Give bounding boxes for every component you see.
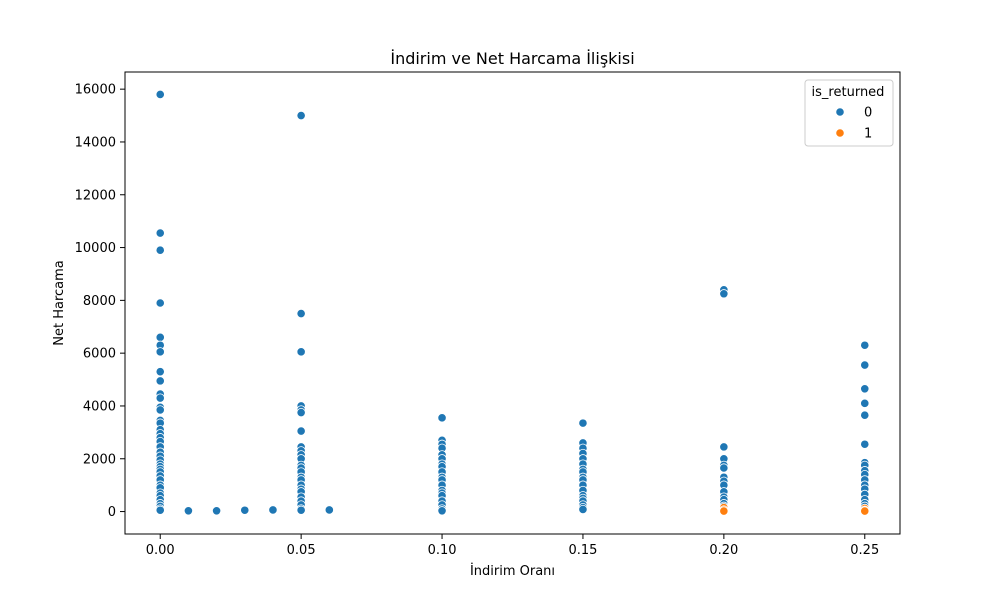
y-tick-label: 0 [108, 505, 116, 520]
data-point-s0-6 [155, 347, 165, 357]
y-tick-label: 12000 [75, 188, 116, 203]
data-point-s0-86 [578, 418, 588, 428]
data-point-s0-4 [155, 332, 165, 342]
x-axis-ticks: 0.00 0.05 0.10 0.15 0.20 0.25 [146, 534, 879, 558]
x-tick-label: 0.10 [428, 543, 457, 558]
data-point-s0-109 [719, 463, 729, 473]
data-point-s0-103 [578, 504, 588, 515]
legend-title: is_returned [812, 85, 885, 100]
data-point-s0-120 [860, 384, 870, 394]
data-point-s1-2 [719, 506, 729, 516]
data-point-s0-66 [324, 505, 334, 515]
y-tick-label: 8000 [83, 294, 116, 309]
data-point-s0-12 [155, 405, 165, 415]
y-tick-label: 16000 [75, 83, 116, 98]
data-point-s0-40 [240, 505, 250, 515]
data-point-s1-5 [860, 506, 870, 516]
data-point-s0-42 [296, 110, 306, 121]
data-point-s0-123 [860, 439, 870, 449]
data-point-s0-119 [860, 360, 870, 370]
data-point-s0-0 [155, 89, 165, 100]
data-point-s0-122 [860, 410, 870, 420]
plot-frame [124, 71, 901, 535]
data-point-s0-10 [155, 393, 165, 403]
data-point-s0-7 [155, 367, 165, 377]
data-point-s0-48 [296, 426, 306, 436]
y-axis-ticks: 0 2000 4000 6000 8000 10000 12000 14000 16000 [75, 83, 125, 520]
data-point-s0-2 [155, 245, 165, 255]
x-axis-label: İndirim Oranı [470, 563, 555, 579]
y-tick-label: 4000 [83, 399, 116, 414]
legend-items: 01 [835, 106, 872, 142]
data-point-s0-37 [155, 505, 165, 515]
data-point-s0-44 [296, 347, 306, 357]
x-tick-label: 0.00 [146, 543, 175, 558]
legend: is_returned 01 [804, 79, 894, 147]
legend-box [804, 79, 894, 147]
data-point-s0-105 [719, 289, 729, 299]
data-point-s0-65 [296, 505, 306, 515]
data-point-s0-41 [268, 505, 278, 515]
legend-marker-0 [835, 107, 845, 117]
data-point-s0-3 [155, 298, 165, 308]
y-tick-label: 2000 [83, 452, 116, 467]
x-tick-label: 0.15 [568, 543, 597, 558]
x-tick-label: 0.05 [287, 543, 316, 558]
data-point-s0-47 [296, 407, 306, 418]
data-point-s0-67 [437, 413, 447, 423]
data-points [155, 89, 870, 516]
legend-label-1: 1 [864, 127, 872, 142]
x-tick-label: 0.20 [709, 543, 738, 558]
data-point-s0-121 [860, 398, 870, 408]
data-point-s0-1 [155, 228, 165, 238]
chart-title: İndirim ve Net Harcama İlişkisi [390, 49, 634, 68]
data-point-s0-85 [437, 506, 447, 516]
data-point-s0-39 [211, 506, 222, 516]
data-point-s0-38 [183, 506, 194, 516]
legend-marker-1 [835, 128, 845, 138]
data-point-s0-118 [860, 340, 870, 350]
data-point-s0-8 [155, 376, 165, 386]
y-tick-label: 6000 [83, 347, 116, 362]
y-axis-label: Net Harcama [52, 260, 67, 346]
data-point-s0-43 [296, 308, 306, 319]
y-tick-label: 14000 [75, 135, 116, 150]
y-tick-label: 10000 [75, 241, 116, 256]
data-point-s0-106 [719, 442, 729, 452]
x-tick-label: 0.25 [850, 543, 879, 558]
legend-label-0: 0 [864, 106, 872, 121]
